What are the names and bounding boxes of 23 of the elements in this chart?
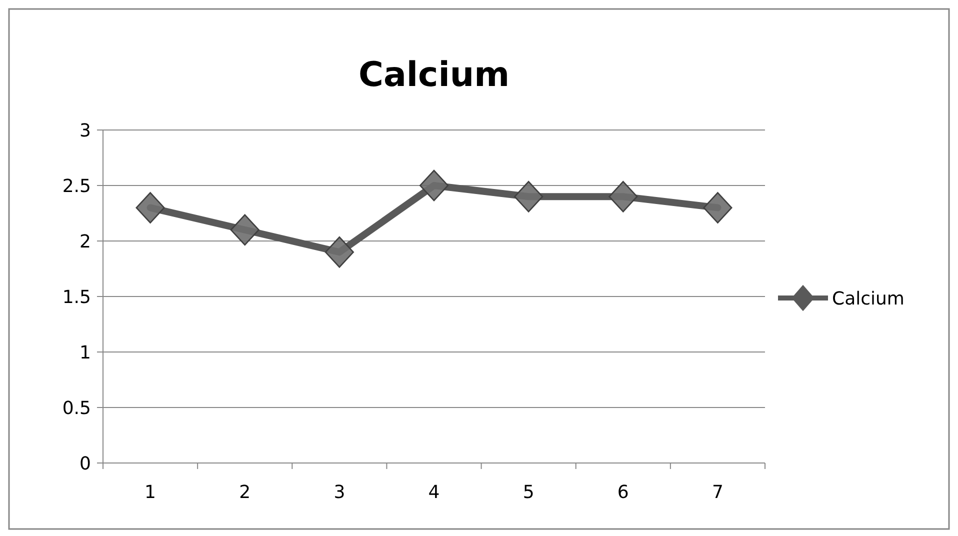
y-tick-label: 0.5 — [62, 398, 91, 419]
y-tick-label: 3 — [80, 120, 91, 142]
y-tick-label: 0 — [80, 453, 91, 474]
x-tick-label: 5 — [522, 482, 534, 503]
y-tick-label: 1 — [80, 342, 91, 364]
x-tick-label: 7 — [712, 482, 724, 503]
point — [324, 236, 354, 268]
point — [230, 214, 260, 246]
point — [420, 170, 448, 202]
y-tick-label: 2 — [80, 231, 91, 252]
y-tick-label: 1.5 — [62, 286, 91, 308]
point — [703, 192, 732, 224]
y-tick-label: 2.5 — [62, 176, 91, 197]
x-tick-label: 4 — [428, 482, 440, 503]
x-tick-label: 6 — [617, 482, 629, 503]
point — [608, 180, 638, 212]
x-tick-label: 1 — [144, 482, 156, 503]
chart-title: Calcium — [358, 55, 510, 95]
point — [136, 192, 165, 224]
legend-label: Calcium — [832, 288, 904, 310]
x-tick-label: 3 — [334, 482, 346, 503]
point — [514, 180, 544, 212]
x-tick-label: 2 — [239, 482, 251, 503]
